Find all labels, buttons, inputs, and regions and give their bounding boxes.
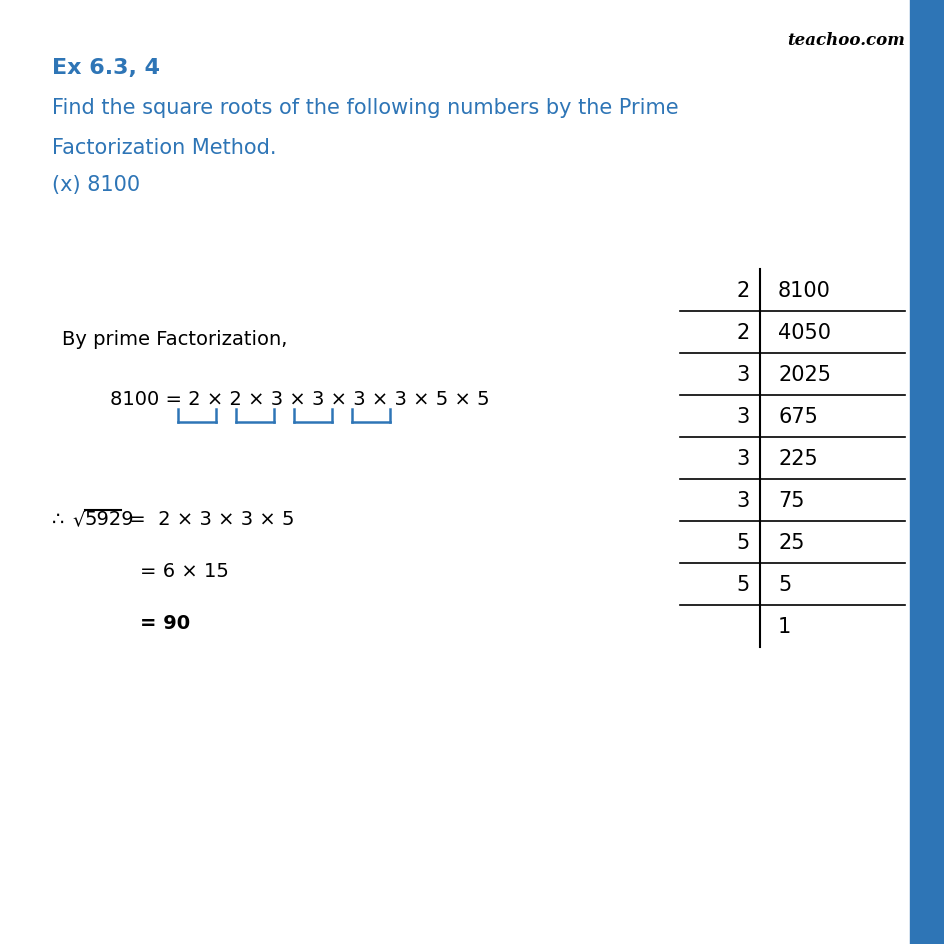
- Text: (x) 8100: (x) 8100: [52, 175, 140, 194]
- Text: √: √: [72, 510, 84, 529]
- Text: 5: 5: [736, 574, 750, 595]
- Text: =  2 × 3 × 3 × 5: = 2 × 3 × 3 × 5: [123, 510, 295, 529]
- Text: 675: 675: [777, 407, 817, 427]
- Text: Factorization Method.: Factorization Method.: [52, 138, 277, 158]
- Text: 75: 75: [777, 491, 803, 511]
- Text: 8100: 8100: [777, 280, 830, 301]
- Text: 4050: 4050: [777, 323, 830, 343]
- Text: 1: 1: [777, 616, 790, 636]
- Text: By prime Factorization,: By prime Factorization,: [62, 329, 287, 348]
- Text: 5: 5: [777, 574, 790, 595]
- Text: 3: 3: [736, 364, 750, 384]
- Text: = 90: = 90: [140, 614, 190, 632]
- Text: ∴: ∴: [52, 510, 64, 529]
- Text: = 6 × 15: = 6 × 15: [140, 562, 228, 581]
- Text: Ex 6.3, 4: Ex 6.3, 4: [52, 58, 160, 78]
- Text: 225: 225: [777, 448, 817, 468]
- Text: 25: 25: [777, 532, 803, 552]
- Text: 5929: 5929: [85, 510, 134, 529]
- Bar: [909, 0, 944, 944]
- Text: 5: 5: [736, 532, 750, 552]
- Text: 2: 2: [736, 323, 750, 343]
- Text: 2025: 2025: [777, 364, 830, 384]
- Text: 3: 3: [736, 491, 750, 511]
- Text: teachoo.com: teachoo.com: [786, 32, 904, 49]
- Text: 8100 = 2 × 2 × 3 × 3 × 3 × 3 × 5 × 5: 8100 = 2 × 2 × 3 × 3 × 3 × 3 × 5 × 5: [110, 390, 489, 409]
- Text: Find the square roots of the following numbers by the Prime: Find the square roots of the following n…: [52, 98, 678, 118]
- Text: 3: 3: [736, 448, 750, 468]
- Text: 3: 3: [736, 407, 750, 427]
- Text: 2: 2: [736, 280, 750, 301]
